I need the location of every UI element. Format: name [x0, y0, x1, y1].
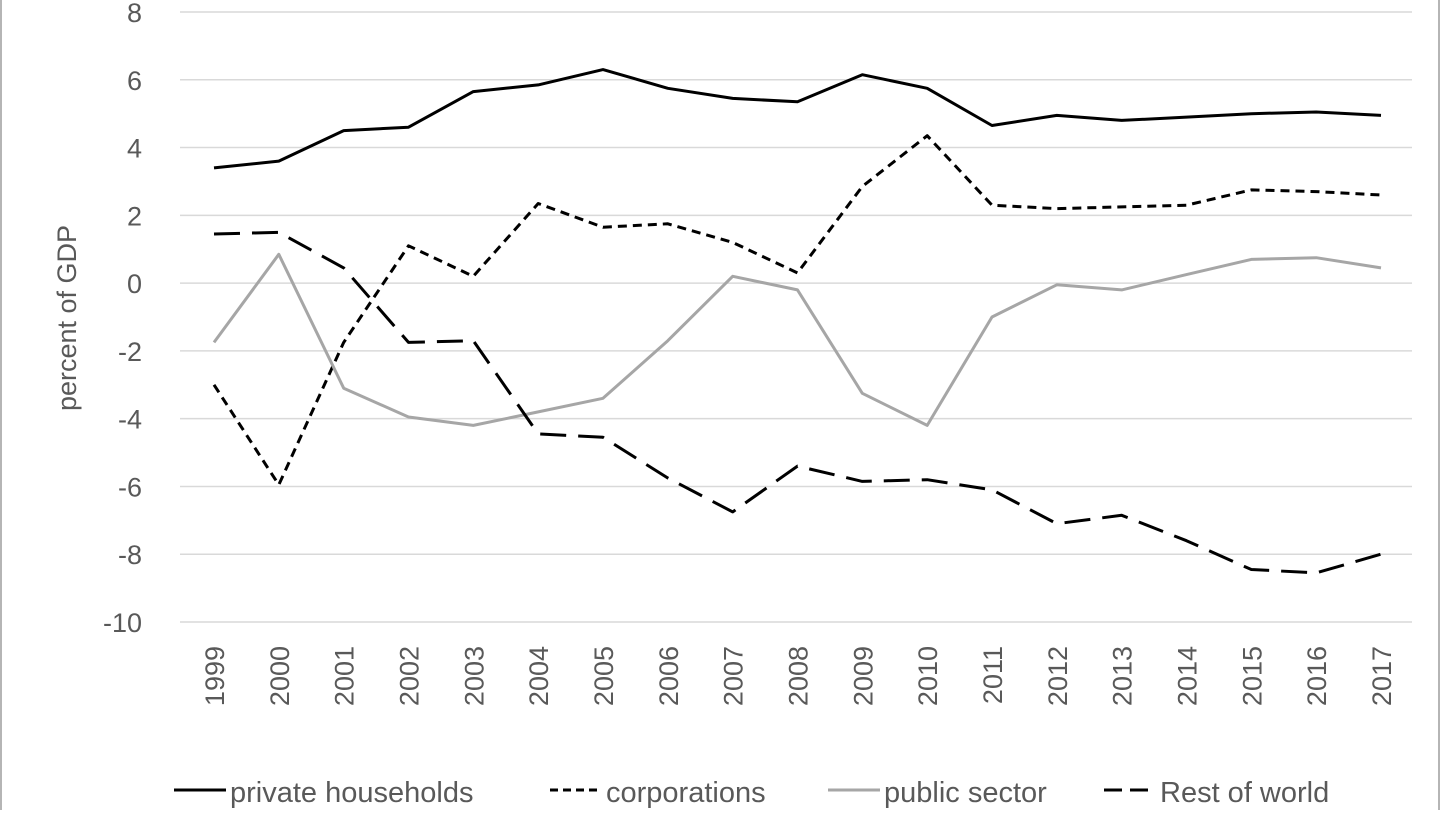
- x-tick-label: 1999: [200, 646, 230, 706]
- x-tick-label: 2005: [589, 646, 619, 706]
- y-tick-labels: -10 -8 -6 -4 -2 0 2 4 6 8: [103, 0, 142, 638]
- x-tick-label: 2007: [719, 646, 749, 706]
- y-tick-label: -8: [118, 540, 142, 570]
- x-tick-label: 2016: [1302, 646, 1332, 706]
- y-tick-label: 8: [127, 0, 142, 28]
- x-tick-label: 2002: [395, 646, 425, 706]
- y-tick-label: 0: [127, 269, 142, 299]
- legend-label-private-households: private households: [230, 777, 473, 809]
- y-tick-label: -6: [118, 472, 142, 502]
- legend: private households corporations public sec…: [174, 777, 1329, 809]
- legend-label-rest-of-world: Rest of world: [1160, 777, 1329, 809]
- y-tick-label: 4: [127, 134, 142, 164]
- x-tick-label: 2011: [978, 646, 1008, 704]
- x-tick-label: 2014: [1173, 646, 1203, 706]
- y-tick-label: -10: [103, 608, 142, 638]
- x-tick-label: 2015: [1237, 646, 1267, 706]
- x-tick-label: 2004: [524, 646, 554, 706]
- x-tick-label: 2010: [913, 646, 943, 706]
- legend-label-corporations: corporations: [606, 777, 766, 809]
- legend-label-public-sector: public sector: [884, 777, 1047, 809]
- x-tick-label: 2017: [1367, 646, 1397, 706]
- x-tick-label: 2009: [848, 646, 878, 706]
- series-lines: [212, 68, 1382, 575]
- x-tick-label: 2012: [1043, 646, 1073, 706]
- x-tick-label: 2008: [784, 646, 814, 706]
- x-tick-label: 2001: [330, 646, 360, 706]
- x-tick-label: 2013: [1108, 646, 1138, 706]
- x-tick-label: 2003: [459, 646, 489, 706]
- series-line-public-sector: [212, 252, 1382, 427]
- y-tick-label: 6: [127, 66, 142, 96]
- y-tick-label: -2: [118, 337, 142, 367]
- x-tick-label: 2006: [654, 646, 684, 706]
- series-line-private-households: [213, 68, 1382, 170]
- y-tick-label: 2: [127, 201, 142, 231]
- series-line-rest-of-world: [213, 230, 1382, 575]
- series-line-corporations: [212, 134, 1382, 487]
- x-tick-label: 2000: [265, 646, 295, 706]
- y-tick-label: -4: [118, 405, 142, 435]
- y-axis-label: percent of GDP: [52, 225, 82, 411]
- x-tick-labels: 1999 2000 2001 2002 2003 2004 2005 2006 2007 2008…: [200, 646, 1397, 706]
- gridlines: [180, 11, 1412, 623]
